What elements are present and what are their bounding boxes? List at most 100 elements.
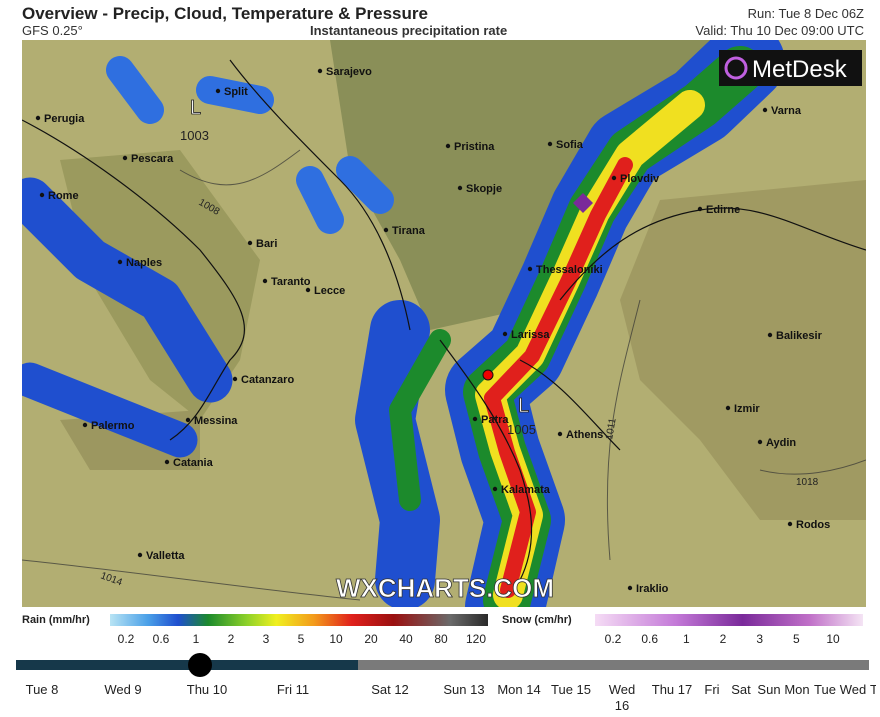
timeline-label[interactable]: Fri 11 xyxy=(276,682,310,697)
city-label: Balikesir xyxy=(776,330,823,342)
rain-legend-title: Rain (mm/hr) xyxy=(22,614,90,626)
timeline-label[interactable]: Fri xyxy=(704,682,720,697)
city-label: Valletta xyxy=(146,550,185,562)
snow-colorbar xyxy=(595,614,863,626)
low-symbol: L xyxy=(518,395,529,417)
rain-tick-label: 40 xyxy=(399,632,413,646)
city-dot xyxy=(164,459,170,465)
isobars xyxy=(22,149,866,601)
snow-tick-label: 5 xyxy=(793,632,800,646)
city-label: Skopje xyxy=(466,183,502,195)
city-dot xyxy=(262,278,268,284)
city-label: Athens xyxy=(566,429,603,441)
city-dot xyxy=(117,259,123,265)
rain-tick-label: 1 xyxy=(193,632,200,646)
snow-tick-label: 1 xyxy=(683,632,690,646)
timeline-label[interactable]: Thu 17 xyxy=(651,682,693,697)
timeline-label[interactable]: Thu 10 xyxy=(186,682,228,697)
logo-box xyxy=(719,50,862,86)
city-dot xyxy=(122,155,128,161)
snow-tick-label: 0.2 xyxy=(605,632,622,646)
city-dot xyxy=(445,143,451,149)
timeline-label[interactable]: Tue 15 xyxy=(551,682,591,697)
timeline-progress xyxy=(16,660,358,670)
city-label: Patra xyxy=(481,414,509,426)
city-label: Catanzaro xyxy=(241,374,294,386)
legend-ticks: 0.2 0.6 1 2 3 5 10 20 40 80 120 0.2 0.6 1 2 3 5 10 xyxy=(118,632,840,646)
timeline-label[interactable]: Sat 12 xyxy=(371,682,409,697)
timeline-label[interactable]: Wed xyxy=(839,682,867,697)
marker xyxy=(482,369,494,381)
valid: Valid: Thu 10 Dec 09:00 UTC xyxy=(695,23,864,38)
city-label: Aydin xyxy=(766,437,796,449)
timeline-label[interactable]: Wed 16 xyxy=(608,682,636,713)
city-dot xyxy=(82,422,88,428)
city-dot xyxy=(457,185,463,191)
timeline-label[interactable]: Tue 8 xyxy=(25,682,59,697)
model: GFS 0.25° xyxy=(22,23,83,38)
city-dot xyxy=(547,141,553,147)
city-dot xyxy=(611,175,617,181)
city-label: Perugia xyxy=(44,113,85,125)
city-label: Sarajevo xyxy=(326,66,372,78)
city-label: Palermo xyxy=(91,420,135,432)
city-dot xyxy=(767,332,773,338)
city-dot xyxy=(527,266,533,272)
timeline-label[interactable]: Sat xyxy=(731,682,751,697)
city-dot xyxy=(787,521,793,527)
city-label: Lecce xyxy=(314,285,345,297)
snow-legend-title: Snow (cm/hr) xyxy=(502,614,572,626)
city-dot xyxy=(215,88,221,94)
rain-tick-label: 120 xyxy=(466,632,486,646)
rain-tick-label: 5 xyxy=(298,632,305,646)
city-label: Kalamata xyxy=(501,484,551,496)
timeline-handle[interactable] xyxy=(188,653,212,677)
city-dot xyxy=(137,552,143,558)
watermark: WXCHARTS.COM xyxy=(336,573,554,603)
city-label: Varna xyxy=(771,105,802,117)
city-dot xyxy=(762,107,768,113)
timeline-label[interactable]: Wed 9 xyxy=(104,682,142,697)
city-label: Split xyxy=(224,86,248,98)
city-dot xyxy=(247,240,253,246)
title: Overview - Precip, Cloud, Temperature & … xyxy=(22,4,428,23)
isobar-label: 1011 xyxy=(604,417,619,441)
city-dot xyxy=(232,376,238,382)
low-value: 1005 xyxy=(507,422,536,437)
snow-tick-label: 2 xyxy=(720,632,727,646)
timeline-label[interactable]: Mon xyxy=(784,682,810,697)
land xyxy=(620,180,866,520)
rain-tick-label: 0.2 xyxy=(118,632,135,646)
city-label: Taranto xyxy=(271,276,311,288)
city-dot xyxy=(697,206,703,212)
city-dot xyxy=(39,192,45,198)
city-label: Izmir xyxy=(734,403,760,415)
timeline-track xyxy=(16,660,869,670)
city-label: Edirne xyxy=(706,204,740,216)
timeline-label[interactable]: Sun 13 xyxy=(443,682,485,697)
city-label: Larissa xyxy=(511,329,550,341)
city-dot xyxy=(383,227,389,233)
city-dot xyxy=(305,287,311,293)
logo-icon xyxy=(724,56,748,80)
city-label: Pristina xyxy=(454,141,495,153)
city-label: Iraklio xyxy=(636,583,669,595)
map-area: MetDesk WXCHARTS.COM L 1003 L 1005 1014 … xyxy=(22,40,866,607)
city-dot xyxy=(185,417,191,423)
timeline-label[interactable]: T xyxy=(870,682,876,697)
run: Run: Tue 8 Dec 06Z xyxy=(747,6,864,21)
city-label: Naples xyxy=(126,257,162,269)
rain-tick-label: 2 xyxy=(228,632,235,646)
city-label: Messina xyxy=(194,415,238,427)
city-label: Pescara xyxy=(131,153,174,165)
timeline-label[interactable]: Tue xyxy=(814,682,836,697)
city-dot xyxy=(35,115,41,121)
logo: MetDesk xyxy=(752,56,848,83)
timeline-label[interactable]: Mon 14 xyxy=(497,682,541,697)
timeline-label[interactable]: Sun xyxy=(757,682,781,697)
isobar-label: 1018 xyxy=(796,477,819,488)
city-label: Thessaloniki xyxy=(536,264,603,276)
rain-colorbar xyxy=(110,614,488,626)
